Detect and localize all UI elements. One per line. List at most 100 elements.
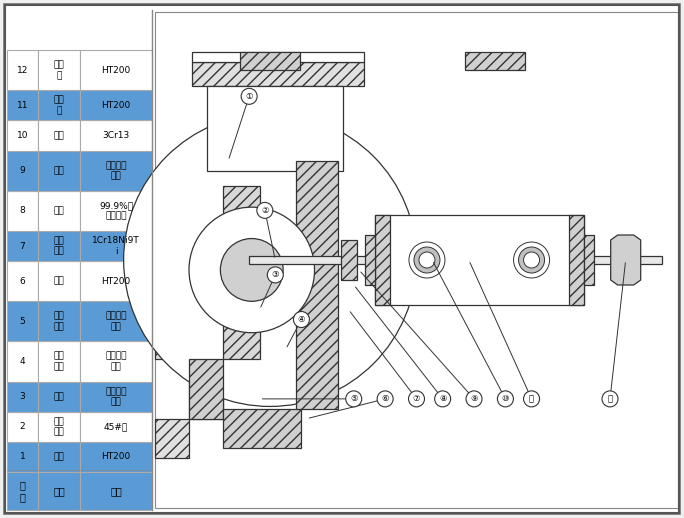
- Polygon shape: [249, 256, 662, 264]
- FancyBboxPatch shape: [4, 4, 680, 514]
- Bar: [7, 90, 38, 121]
- Circle shape: [497, 391, 514, 407]
- Bar: [38, 151, 80, 191]
- Circle shape: [466, 391, 482, 407]
- Text: 聚全氟乙
丙烯: 聚全氟乙 丙烯: [105, 352, 127, 371]
- Text: ①: ①: [246, 92, 253, 101]
- Circle shape: [408, 391, 425, 407]
- Polygon shape: [465, 52, 525, 70]
- Text: HT200: HT200: [101, 277, 131, 285]
- Bar: [38, 412, 80, 442]
- Polygon shape: [611, 235, 641, 285]
- Polygon shape: [192, 52, 364, 62]
- Circle shape: [293, 311, 309, 327]
- Bar: [38, 191, 80, 231]
- Text: 10: 10: [16, 131, 28, 140]
- Polygon shape: [584, 235, 594, 285]
- Text: ②: ②: [261, 206, 269, 215]
- Text: HT200: HT200: [101, 66, 131, 75]
- Text: 序
号: 序 号: [20, 480, 25, 502]
- Text: 1: 1: [20, 452, 25, 462]
- Circle shape: [220, 239, 283, 301]
- Bar: [80, 50, 152, 90]
- Text: 泵体
衬里: 泵体 衬里: [53, 352, 64, 371]
- Text: ⑧: ⑧: [439, 394, 447, 404]
- Circle shape: [602, 391, 618, 407]
- Bar: [80, 341, 152, 382]
- Text: 联轴
器: 联轴 器: [53, 61, 64, 80]
- Bar: [80, 301, 152, 341]
- Circle shape: [419, 252, 435, 268]
- Bar: [80, 231, 152, 261]
- Text: ⑥: ⑥: [382, 394, 389, 404]
- Polygon shape: [569, 215, 584, 305]
- Polygon shape: [375, 215, 390, 305]
- Text: 泵盖: 泵盖: [53, 277, 64, 285]
- Text: 聚全氟乙
丙烯: 聚全氟乙 丙烯: [105, 312, 127, 331]
- Circle shape: [189, 207, 315, 333]
- Polygon shape: [189, 359, 223, 419]
- Bar: [80, 412, 152, 442]
- Polygon shape: [365, 235, 375, 285]
- Bar: [38, 261, 80, 301]
- Bar: [38, 50, 80, 90]
- Circle shape: [256, 203, 273, 219]
- Bar: [80, 261, 152, 301]
- Text: ⑦: ⑦: [412, 394, 420, 404]
- Circle shape: [345, 391, 362, 407]
- Text: 3Cr13: 3Cr13: [103, 131, 130, 140]
- Circle shape: [434, 391, 451, 407]
- Bar: [80, 472, 152, 510]
- Text: 泵盖
衬里: 泵盖 衬里: [53, 312, 64, 331]
- Polygon shape: [223, 185, 260, 359]
- Circle shape: [267, 267, 283, 283]
- Text: 泵体: 泵体: [53, 452, 64, 462]
- Bar: [38, 442, 80, 472]
- Bar: [7, 261, 38, 301]
- Polygon shape: [155, 419, 189, 458]
- Text: 叶轮: 叶轮: [53, 392, 64, 401]
- Bar: [80, 382, 152, 412]
- Text: ⑫: ⑫: [607, 394, 612, 404]
- Text: 8: 8: [20, 206, 25, 215]
- Text: ⑩: ⑩: [501, 394, 509, 404]
- Bar: [80, 151, 152, 191]
- Text: 聚全氟乙
丙烯: 聚全氟乙 丙烯: [105, 387, 127, 407]
- Bar: [155, 12, 678, 508]
- Bar: [38, 90, 80, 121]
- Circle shape: [241, 89, 257, 104]
- Polygon shape: [375, 215, 584, 305]
- Text: 材质: 材质: [110, 486, 122, 496]
- Bar: [38, 301, 80, 341]
- Text: 1Cr18Ni9T
i: 1Cr18Ni9T i: [92, 236, 140, 256]
- Circle shape: [523, 252, 540, 268]
- Bar: [38, 341, 80, 382]
- Text: 5: 5: [20, 317, 25, 326]
- Text: 机封
压盖: 机封 压盖: [53, 236, 64, 256]
- Text: 3: 3: [20, 392, 25, 401]
- Polygon shape: [189, 359, 223, 419]
- Text: HT200: HT200: [101, 101, 131, 110]
- Text: 4: 4: [20, 357, 25, 366]
- Bar: [7, 472, 38, 510]
- Polygon shape: [223, 409, 302, 449]
- Circle shape: [518, 247, 544, 273]
- Circle shape: [414, 247, 440, 273]
- Polygon shape: [192, 62, 364, 87]
- Text: 45#钢: 45#钢: [104, 422, 128, 431]
- Text: ⑨: ⑨: [471, 394, 478, 404]
- Bar: [38, 121, 80, 151]
- Bar: [7, 191, 38, 231]
- Text: 99.9%氧
化铝陶瓷: 99.9%氧 化铝陶瓷: [99, 201, 133, 221]
- Text: 6: 6: [20, 277, 25, 285]
- Circle shape: [523, 391, 540, 407]
- Bar: [7, 412, 38, 442]
- Bar: [38, 472, 80, 510]
- Text: 动环: 动环: [53, 166, 64, 175]
- Polygon shape: [155, 320, 189, 359]
- Text: 9: 9: [20, 166, 25, 175]
- Bar: [80, 90, 152, 121]
- Bar: [38, 382, 80, 412]
- Polygon shape: [207, 87, 343, 171]
- Bar: [7, 231, 38, 261]
